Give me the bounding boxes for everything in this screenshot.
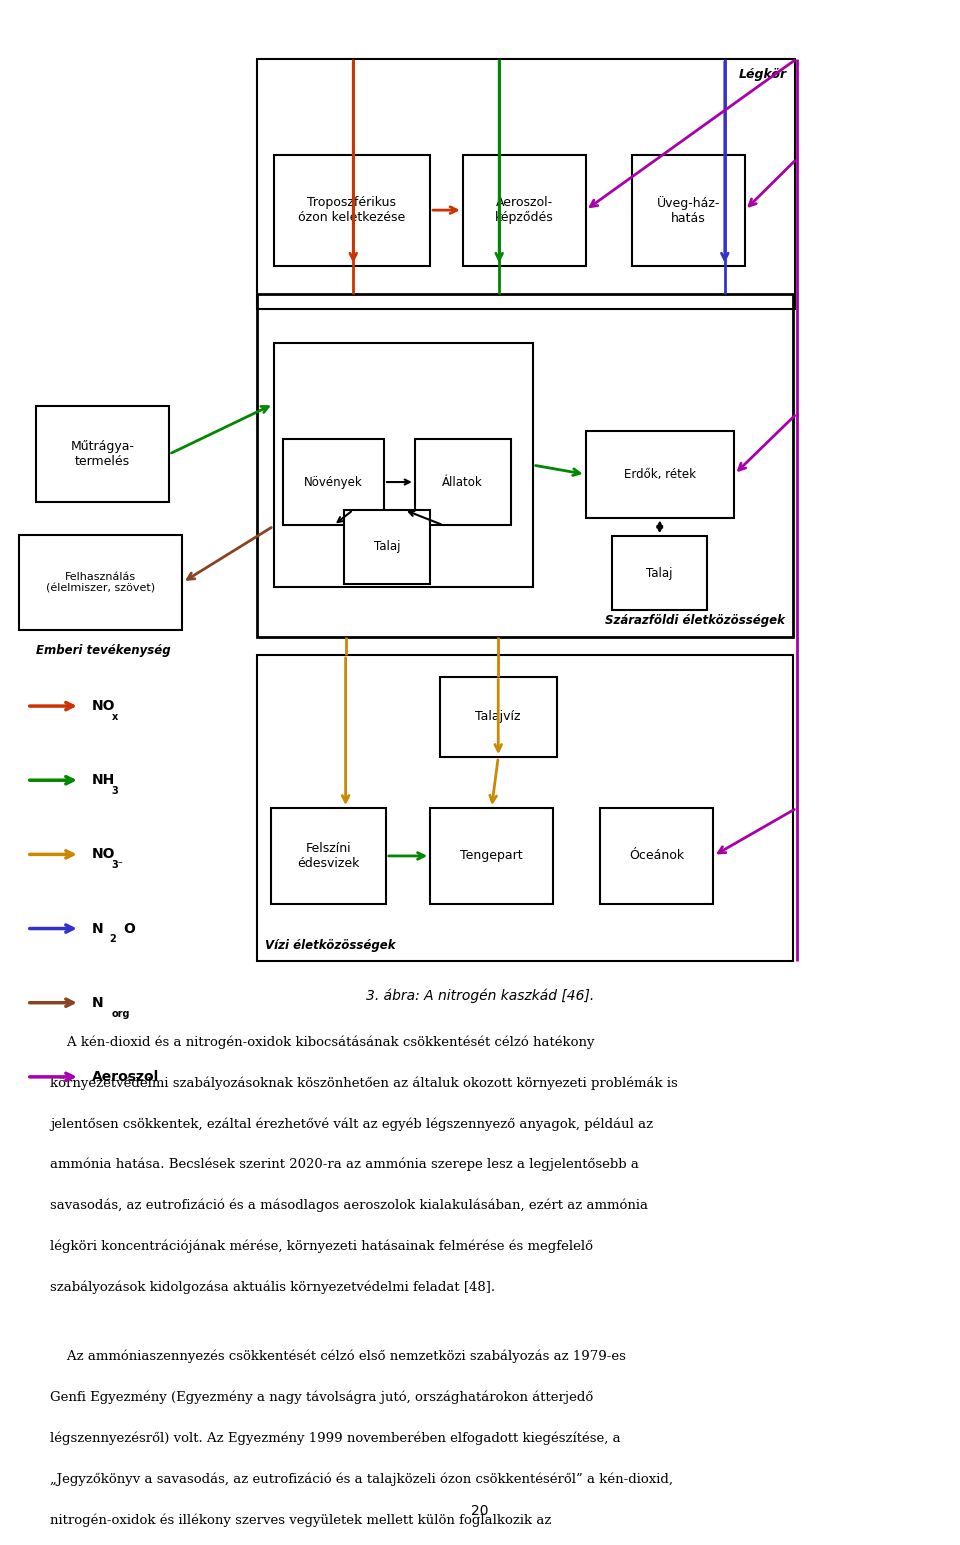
Text: 2: 2 xyxy=(109,935,116,944)
Text: NH: NH xyxy=(92,772,115,788)
Text: org: org xyxy=(111,1009,130,1018)
Bar xyxy=(440,677,557,757)
Text: Növények: Növények xyxy=(304,476,363,488)
Text: Tengepart: Tengepart xyxy=(460,850,523,862)
Text: Talaj: Talaj xyxy=(373,541,400,553)
Text: légszennyezésről) volt. Az Egyezmény 1999 novemberében elfogadott kiegészítése, : légszennyezésről) volt. Az Egyezmény 199… xyxy=(50,1431,620,1445)
Bar xyxy=(415,439,511,525)
Text: Aeroszol: Aeroszol xyxy=(92,1069,159,1085)
Text: NO: NO xyxy=(92,698,115,714)
Bar xyxy=(257,59,795,309)
Text: Erdők, rétek: Erdők, rétek xyxy=(624,468,696,480)
Text: x: x xyxy=(111,712,118,722)
Text: Üveg-ház-
hatás: Üveg-ház- hatás xyxy=(657,196,720,224)
Text: Talaj: Talaj xyxy=(646,567,673,579)
Bar xyxy=(344,510,430,584)
Text: Szárazföldi életközösségek: Szárazföldi életközösségek xyxy=(606,615,785,627)
Bar xyxy=(274,154,430,266)
Text: NO: NO xyxy=(92,847,115,862)
Text: Aeroszol-
képződés: Aeroszol- képződés xyxy=(494,196,554,224)
Text: Felhasználás
(élelmiszer, szövet): Felhasználás (élelmiszer, szövet) xyxy=(46,572,156,593)
Bar xyxy=(600,808,713,904)
Text: 20: 20 xyxy=(471,1503,489,1519)
Bar xyxy=(463,154,586,266)
Text: Műtrágya-
termelés: Műtrágya- termelés xyxy=(71,440,134,468)
Text: szabályozások kidolgozása aktuális környezetvédelmi feladat [48].: szabályozások kidolgozása aktuális körny… xyxy=(50,1281,495,1295)
Text: légköri koncentrációjának mérése, környezeti hatásainak felmérése és megfelelő: légköri koncentrációjának mérése, környe… xyxy=(50,1239,593,1253)
Text: Az ammóniaszennyezés csökkentését célzó első nemzetközi szabályozás az 1979-es: Az ammóniaszennyezés csökkentését célzó … xyxy=(50,1350,626,1363)
Text: jelentősen csökkentek, ezáltal érezhetővé vált az egyéb légszennyező anyagok, pé: jelentősen csökkentek, ezáltal érezhetőv… xyxy=(50,1117,653,1131)
Bar xyxy=(257,294,793,637)
Text: Emberi tevékenység: Emberi tevékenység xyxy=(36,644,171,657)
Text: O: O xyxy=(123,921,134,936)
Text: 3. ábra: A nitrogén kaszkád [46].: 3. ábra: A nitrogén kaszkád [46]. xyxy=(366,989,594,1003)
Text: „Jegyzőkönyv a savasodás, az eutrofizáció és a talajközeli ózon csökkentéséről” : „Jegyzőkönyv a savasodás, az eutrofizáci… xyxy=(50,1472,673,1486)
Text: 3: 3 xyxy=(111,786,118,796)
Text: 3⁻: 3⁻ xyxy=(111,861,123,870)
Bar xyxy=(586,431,734,518)
Bar xyxy=(632,154,745,266)
Text: Vízi életközösségek: Vízi életközösségek xyxy=(265,939,396,952)
Text: ammónia hatása. Becslések szerint 2020-ra az ammónia szerepe lesz a legjelentőse: ammónia hatása. Becslések szerint 2020-r… xyxy=(50,1159,638,1171)
Text: A kén-dioxid és a nitrogén-oxidok kibocsátásának csökkentését célzó hatékony: A kén-dioxid és a nitrogén-oxidok kibocs… xyxy=(50,1035,594,1049)
Bar xyxy=(19,535,182,630)
Bar xyxy=(430,808,553,904)
Text: N: N xyxy=(92,995,104,1010)
Text: környezetvédelmi szabályozásoknak köszönhetően az általuk okozott környezeti pro: környezetvédelmi szabályozásoknak köszön… xyxy=(50,1075,678,1089)
Text: Troposzférikus
ózon keletkezése: Troposzférikus ózon keletkezése xyxy=(299,196,405,224)
Text: Genfi Egyezmény (Egyezmény a nagy távolságra jutó, országhatárokon átterjedő: Genfi Egyezmény (Egyezmény a nagy távols… xyxy=(50,1390,593,1404)
Text: Talajvíz: Talajvíz xyxy=(475,711,521,723)
Text: Légkör: Légkör xyxy=(739,68,787,80)
Bar xyxy=(612,536,707,610)
Text: savasodás, az eutrofizáció és a másodlagos aeroszolok kialakulásában, ezért az a: savasodás, az eutrofizáció és a másodlag… xyxy=(50,1199,648,1213)
Text: Óceánok: Óceánok xyxy=(629,850,684,862)
Bar xyxy=(257,655,793,961)
Bar xyxy=(36,406,169,502)
Text: Állatok: Állatok xyxy=(443,476,483,488)
Text: nitrogén-oxidok és illékony szerves vegyületek mellett külön foglalkozik az: nitrogén-oxidok és illékony szerves vegy… xyxy=(50,1513,551,1526)
Bar xyxy=(274,343,533,587)
Bar xyxy=(271,808,386,904)
Text: Felszíni
édesvizek: Felszíni édesvizek xyxy=(298,842,359,870)
Bar xyxy=(283,439,384,525)
Text: N: N xyxy=(92,921,104,936)
